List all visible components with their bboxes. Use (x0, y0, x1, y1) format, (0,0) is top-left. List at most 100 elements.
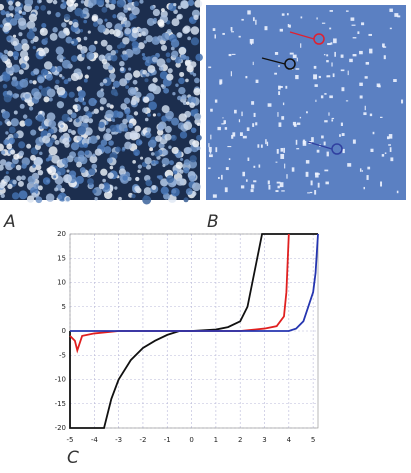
grain (122, 175, 128, 181)
grain (114, 186, 118, 190)
y-tick-label: 20 (57, 230, 66, 238)
grain (179, 169, 184, 174)
speck (364, 105, 366, 111)
speck (231, 134, 234, 139)
grain (133, 1, 140, 7)
grain (143, 187, 152, 195)
grain (176, 177, 185, 186)
grain (45, 193, 55, 202)
grain (131, 27, 138, 34)
grain (21, 97, 25, 101)
grain (63, 79, 69, 85)
grain (96, 90, 105, 98)
grain (127, 0, 133, 3)
speck (314, 190, 317, 195)
speck (295, 75, 299, 80)
speck (361, 170, 364, 172)
grain (123, 4, 129, 10)
grain (0, 9, 6, 16)
speck (333, 38, 337, 44)
grain (168, 145, 172, 149)
speck (268, 184, 271, 190)
speck (363, 112, 367, 116)
grain (132, 79, 138, 85)
grain (105, 21, 113, 29)
speck (253, 112, 256, 117)
speck (321, 135, 324, 139)
speck (326, 75, 331, 78)
x-tick-label: 1 (214, 436, 218, 444)
speck (242, 135, 247, 139)
speck (318, 75, 321, 79)
grain (10, 149, 16, 155)
speck (388, 144, 391, 146)
speck (370, 148, 374, 153)
grain (16, 175, 22, 182)
grain (190, 61, 197, 68)
grain (49, 33, 58, 41)
grain (66, 169, 70, 173)
grain (8, 137, 16, 145)
grain (21, 163, 27, 169)
grain (83, 143, 88, 148)
grain (133, 15, 137, 19)
grain (191, 182, 201, 192)
grain (5, 171, 9, 175)
speck (340, 122, 343, 126)
x-tick-label: 0 (189, 436, 193, 444)
grain (164, 133, 172, 141)
grain (67, 117, 71, 121)
speck (341, 133, 345, 136)
grain (0, 159, 7, 166)
grain (135, 91, 142, 98)
grain (170, 134, 177, 141)
grain (190, 26, 200, 35)
speck (232, 132, 236, 137)
grain (161, 157, 170, 166)
grain (62, 174, 72, 184)
grain (70, 72, 80, 82)
speck (369, 113, 373, 117)
speck (359, 95, 363, 99)
speck (257, 144, 260, 148)
speck (241, 18, 244, 21)
grain (177, 95, 182, 101)
grain (180, 54, 187, 60)
speck (209, 151, 212, 154)
grain (11, 192, 20, 200)
grain (162, 149, 169, 156)
grain (94, 40, 98, 45)
grain (92, 187, 102, 196)
grain (83, 106, 89, 112)
speck (296, 122, 301, 125)
grain (100, 39, 108, 47)
grain (12, 34, 17, 38)
grain (121, 54, 129, 61)
grain (82, 7, 89, 14)
grain (92, 21, 99, 27)
grain (106, 44, 113, 51)
grain (39, 151, 43, 156)
speck (325, 181, 329, 185)
grain (74, 7, 83, 17)
speck (311, 137, 314, 143)
grain (99, 97, 107, 105)
speck (285, 85, 288, 89)
grain (88, 168, 96, 176)
x-tick-label: -1 (164, 436, 171, 444)
grain (171, 50, 179, 58)
grain (60, 135, 65, 140)
grain (18, 10, 23, 14)
grain (193, 113, 202, 121)
speck (265, 139, 267, 145)
grain (122, 50, 127, 56)
speck (276, 181, 281, 184)
speck (394, 13, 399, 17)
speck (245, 179, 248, 182)
grain (33, 183, 40, 190)
speck (279, 182, 284, 188)
grain (81, 53, 86, 58)
grain (101, 6, 108, 13)
grain (20, 63, 27, 69)
speck (210, 134, 212, 140)
